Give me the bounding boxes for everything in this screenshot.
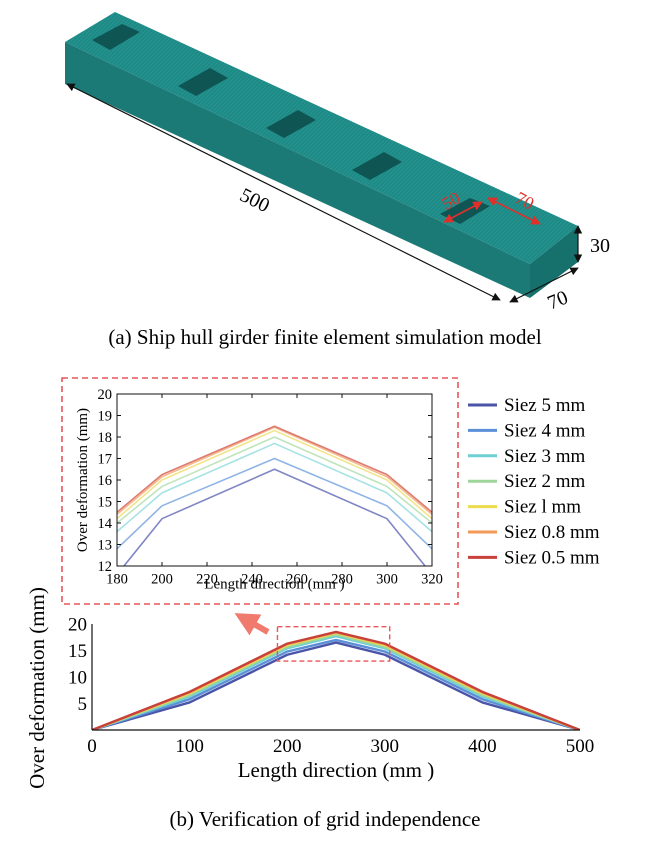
- legend-label-7: Siez 0.5 mm: [504, 547, 600, 568]
- main-y-tick-label: 10: [68, 668, 87, 689]
- main-x-tick-label: 500: [566, 736, 595, 757]
- inset-x-tick-label: 180: [106, 572, 128, 588]
- inset-y-tick-label: 17: [98, 452, 113, 468]
- main-y-tick-label: 20: [68, 615, 87, 636]
- inset-series-line-1: [122, 468, 427, 566]
- girder-front-face: [65, 42, 530, 298]
- legend: Siez 5 mm Siez 4 mm Siez 3 mm Siez 2 mm Siez…: [468, 395, 600, 568]
- inset-x-tick-label: 300: [376, 572, 398, 588]
- inset-x-tick-label: 260: [286, 572, 308, 588]
- inset-chart: 180 200 220 240 260 280 300 320 12 13 14 15 16 17 18 19…: [75, 387, 443, 592]
- inset-y-tick-label: 12: [98, 559, 113, 575]
- inset-series-line-7: [117, 425, 432, 513]
- inset-x-tick-label: 320: [421, 572, 443, 588]
- main-chart: 0 100 200 300 400 500 5 10 15 20 Length direction …: [25, 587, 594, 789]
- hull-girder-model: [65, 12, 578, 298]
- legend-label-5: Siez l mm: [504, 497, 581, 518]
- main-x-tick-label: 400: [468, 736, 497, 757]
- main-series-line-7: [92, 630, 580, 730]
- inset-axes-box: [116, 393, 433, 567]
- legend-label-3: Siez 3 mm: [504, 446, 585, 467]
- dim-width-label: 70: [544, 286, 571, 314]
- inset-y-tick-label: 14: [98, 516, 113, 532]
- inset-series: [117, 425, 432, 566]
- main-series-line-2: [92, 638, 580, 730]
- inset-x-tick-label: 280: [331, 572, 353, 588]
- main-x-axis-label: Length direction (mm ): [238, 758, 435, 782]
- inset-series-line-6: [117, 426, 432, 516]
- dim-hole-a-arrow: [443, 201, 483, 223]
- girder-opening-1: [92, 24, 140, 50]
- main-x-tick-label: 100: [175, 736, 204, 757]
- legend-label-2: Siez 4 mm: [504, 420, 585, 441]
- inset-y-tick-label: 16: [98, 473, 113, 489]
- main-series-line-4: [92, 633, 580, 730]
- inset-x-tick-label: 240: [241, 572, 263, 588]
- main-x-tick-label: 0: [87, 736, 97, 757]
- dim-length-label: 500: [236, 184, 273, 217]
- main-y-axis-label: Over deformation (mm): [25, 587, 49, 789]
- dim-height-label: 30: [590, 235, 610, 257]
- inset-y-tick-label: 13: [98, 538, 113, 554]
- main-zoom-box: [276, 625, 391, 662]
- main-y-tick-label: 15: [68, 641, 87, 662]
- inset-x-tick-label: 220: [196, 572, 218, 588]
- dim-hole-b-arrow: [487, 197, 541, 225]
- inset-y-axis-label: Over deformation (mm): [75, 408, 91, 552]
- dim-width-arrow: [509, 267, 579, 303]
- inset-y-tick-label: 19: [98, 409, 113, 425]
- girder-top-face: [65, 12, 578, 264]
- inset-series-line-4: [117, 436, 432, 524]
- inset-y-tick-label: 18: [98, 430, 113, 446]
- inset-y-tick-label: 20: [98, 387, 113, 403]
- main-y-tick-label: 5: [78, 694, 88, 715]
- inset-y-tick-label: 15: [98, 495, 113, 511]
- main-series-line-1: [92, 641, 580, 730]
- main-series-line-6: [92, 631, 580, 730]
- legend-label-6: Siez 0.8 mm: [504, 522, 600, 543]
- inset-series-line-5: [117, 429, 432, 520]
- legend-label-1: Siez 5 mm: [504, 395, 585, 416]
- main-series-line-5: [92, 631, 580, 730]
- caption-a: (a) Ship hull girder finite element simu…: [108, 325, 541, 349]
- main-x-tick-label: 200: [273, 736, 302, 757]
- inset-x-tick-label: 200: [151, 572, 173, 588]
- inset-frame: [61, 377, 459, 605]
- main-series-line-3: [92, 634, 580, 730]
- dim-length-arrow: [66, 83, 501, 301]
- inset-series-line-2: [117, 457, 432, 550]
- main-x-tick-label: 300: [371, 736, 400, 757]
- inset-series-line-3: [117, 442, 432, 533]
- zoom-pointer-arrow: [234, 613, 270, 636]
- caption-b: (b) Verification of grid independence: [170, 807, 481, 831]
- inset-x-axis-label: Length direction (mm ): [204, 577, 344, 593]
- main-series: [92, 630, 580, 730]
- legend-label-4: Siez 2 mm: [504, 471, 585, 492]
